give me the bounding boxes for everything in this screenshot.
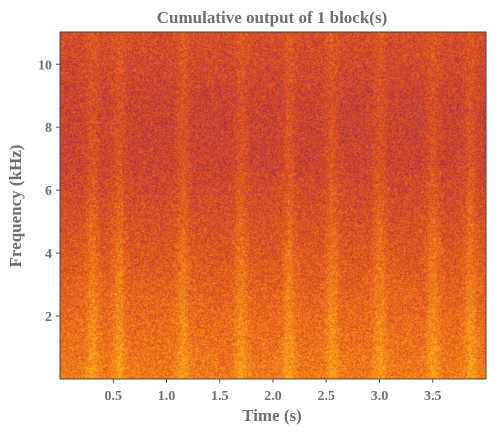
x-tick-label: 3.5 (424, 389, 442, 404)
spectrogram-heatmap (60, 32, 486, 379)
y-tick-label: 4 (45, 247, 52, 262)
y-tick-label: 6 (45, 184, 52, 199)
y-axis-ticks: 2 4 6 8 10 (38, 58, 60, 325)
chart-title: Cumulative output of 1 block(s) (157, 8, 387, 27)
x-tick-label: 2.0 (264, 389, 282, 404)
x-tick-label: 3.0 (371, 389, 389, 404)
y-axis-label: Frequency (kHz) (6, 145, 25, 268)
plot-area (59, 31, 487, 380)
y-tick-label: 2 (45, 310, 52, 325)
x-tick-label: 2.5 (318, 389, 336, 404)
x-tick-label: 1.0 (158, 389, 176, 404)
x-tick-label: 0.5 (105, 389, 123, 404)
y-tick-label: 8 (45, 121, 52, 136)
x-tick-label: 1.5 (211, 389, 229, 404)
x-axis-ticks: 0.5 1.0 1.5 2.0 2.5 3.0 3.5 (105, 379, 442, 404)
y-tick-label: 10 (38, 58, 52, 73)
x-axis-label: Time (s) (242, 406, 302, 425)
